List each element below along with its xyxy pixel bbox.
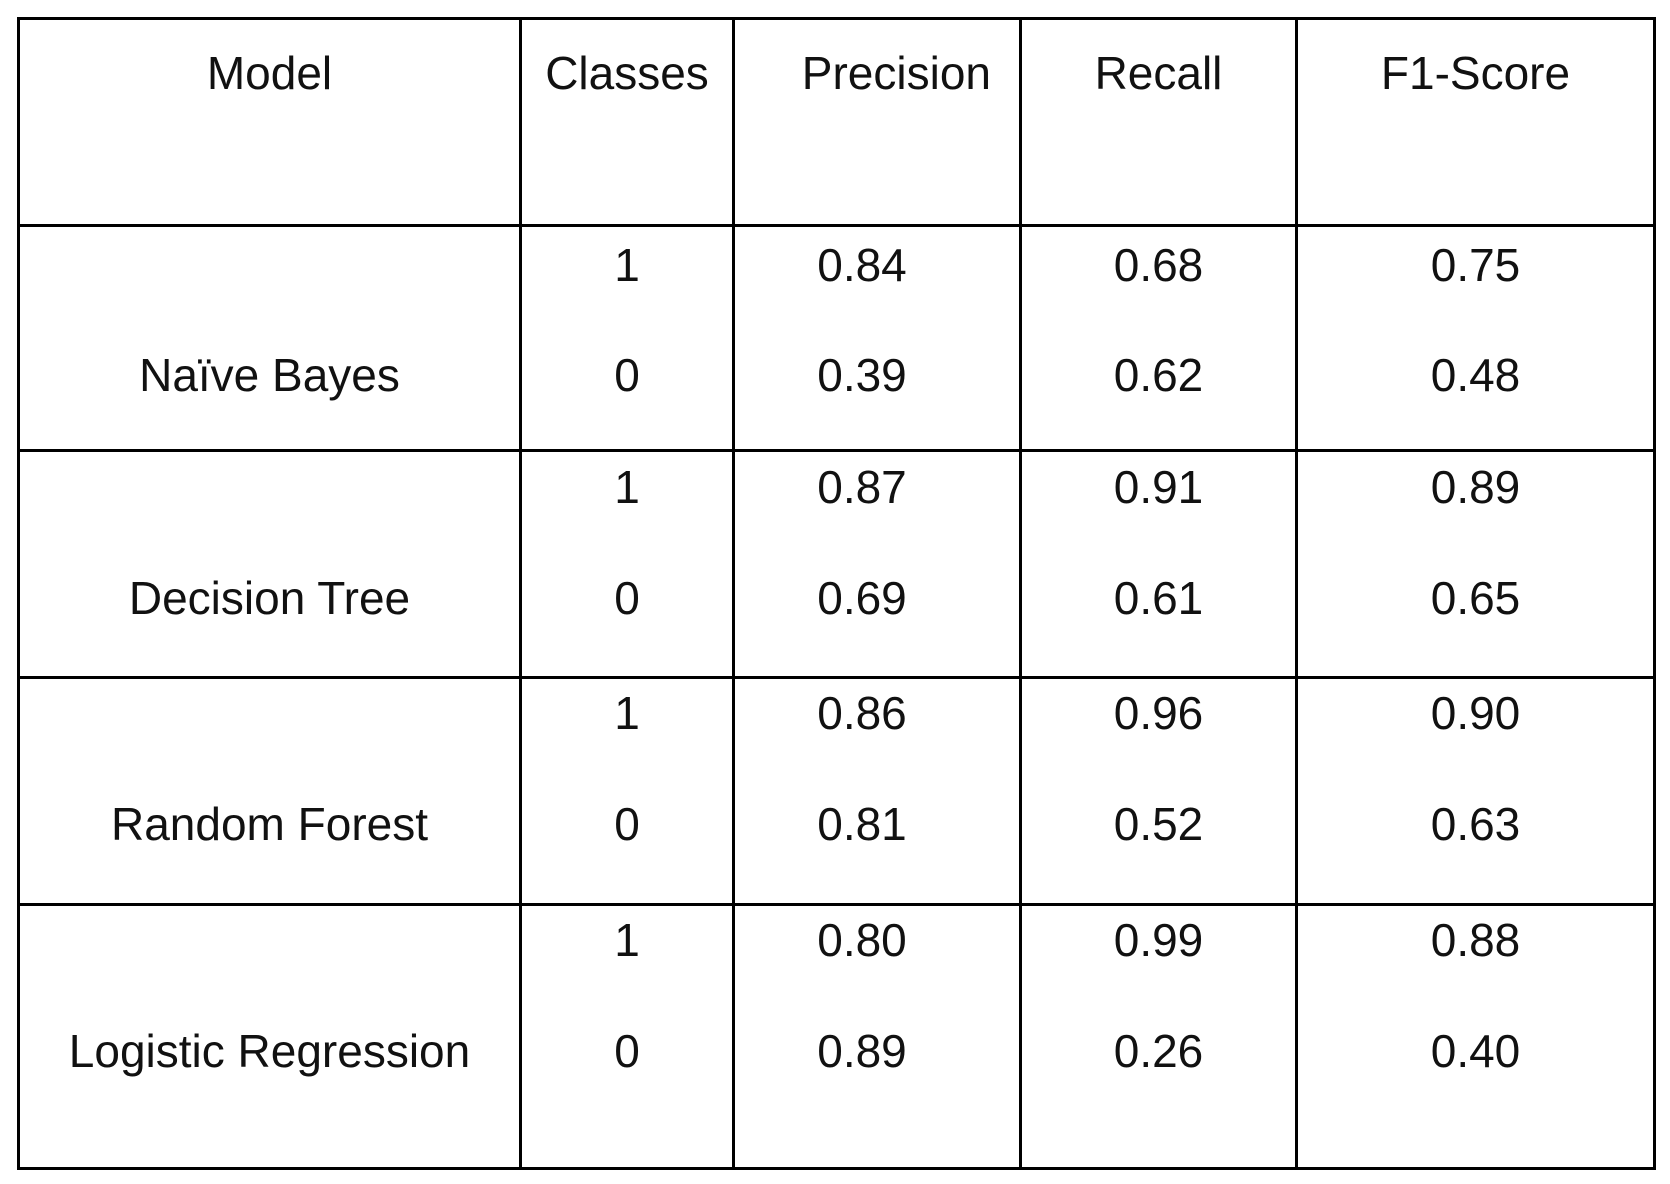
row-divider [20, 224, 1653, 227]
header-model: Model [206, 47, 333, 99]
recall-cell: 0.68 [1113, 239, 1204, 291]
precision-cell: 0.86 [817, 687, 907, 739]
precision-cell: 0.80 [817, 914, 907, 966]
column-divider [519, 20, 522, 1167]
precision-cell: 0.87 [817, 461, 907, 513]
header-classes: Classes [545, 47, 709, 99]
precision-cell: 0.84 [817, 239, 907, 291]
precision-cell: 0.81 [817, 798, 907, 850]
header-precision: Precision [801, 47, 991, 99]
class-cell: 0 [614, 572, 640, 624]
recall-cell: 0.62 [1113, 349, 1204, 401]
f1-cell: 0.75 [1430, 239, 1521, 291]
f1-cell: 0.89 [1430, 461, 1521, 513]
row-divider [20, 676, 1653, 679]
precision-cell: 0.89 [817, 1025, 907, 1077]
header-recall: Recall [1094, 47, 1223, 99]
column-divider [1295, 20, 1298, 1167]
f1-cell: 0.48 [1430, 349, 1521, 401]
model-name: Decision Tree [128, 572, 411, 624]
class-cell: 1 [614, 687, 640, 739]
f1-cell: 0.65 [1430, 572, 1521, 624]
class-cell: 1 [614, 239, 640, 291]
model-name: Naïve Bayes [139, 349, 400, 401]
recall-cell: 0.96 [1113, 687, 1204, 739]
results-table: Model Classes Precision Recall F1-Score … [17, 17, 1656, 1170]
header-f1-score: F1-Score [1380, 47, 1571, 99]
f1-cell: 0.88 [1430, 914, 1521, 966]
f1-cell: 0.63 [1430, 798, 1521, 850]
precision-cell: 0.39 [817, 349, 907, 401]
f1-cell: 0.40 [1430, 1025, 1521, 1077]
class-cell: 0 [614, 798, 640, 850]
f1-cell: 0.90 [1430, 687, 1521, 739]
model-name: Random Forest [110, 798, 428, 850]
class-cell: 0 [614, 1025, 640, 1077]
column-divider [732, 20, 735, 1167]
row-divider [20, 903, 1653, 906]
recall-cell: 0.99 [1113, 914, 1204, 966]
recall-cell: 0.61 [1113, 572, 1204, 624]
row-divider [20, 449, 1653, 452]
class-cell: 0 [614, 349, 640, 401]
class-cell: 1 [614, 914, 640, 966]
precision-cell: 0.69 [817, 572, 907, 624]
recall-cell: 0.26 [1113, 1025, 1204, 1077]
column-divider [1019, 20, 1022, 1167]
recall-cell: 0.91 [1113, 461, 1204, 513]
recall-cell: 0.52 [1113, 798, 1204, 850]
class-cell: 1 [614, 461, 640, 513]
model-name: Logistic Regression [68, 1025, 471, 1077]
